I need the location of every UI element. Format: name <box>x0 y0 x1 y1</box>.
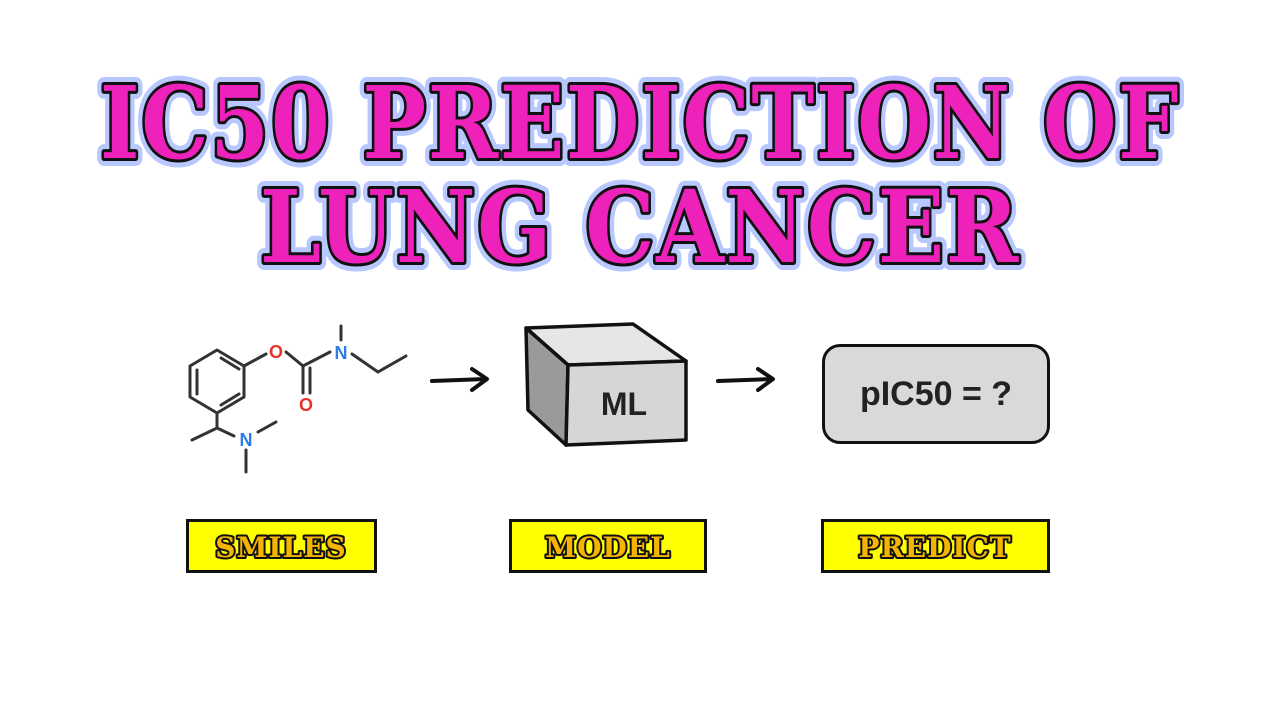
prediction-box: pIC50 = ? <box>822 344 1050 444</box>
label-predict: PREDICT PREDICT <box>821 519 1050 573</box>
arrow-icon-1 <box>430 367 489 392</box>
svg-text:LUNG CANCER: LUNG CANCER <box>260 168 1020 286</box>
svg-text:IC50 PREDICTION OF: IC50 PREDICTION OF <box>100 64 1180 182</box>
arrow-icon-2 <box>716 367 775 392</box>
ml-label: ML <box>601 386 647 422</box>
atom-oxygen-ester: O <box>269 342 283 362</box>
title-line-2-text: LUNG CANCER <box>260 168 1020 286</box>
bond-amine-methyl-1 <box>256 420 278 434</box>
bond-nitrogen-ethyl-1 <box>350 352 380 374</box>
label-model: MODEL MODEL <box>509 519 707 573</box>
molecule-structure <box>188 324 408 474</box>
bond-oxygen-carbon <box>284 350 305 368</box>
ml-model-cube <box>524 322 688 447</box>
label-predict-text: PREDICT <box>858 531 1011 564</box>
bond-carbon-nitrogen <box>301 350 332 368</box>
ring-double-bond-2 <box>219 356 241 371</box>
title: IC50 PREDICTION OF IC50 PREDICTION OF IC… <box>92 56 1186 294</box>
title-line-1: IC50 PREDICTION OF IC50 PREDICTION OF IC… <box>92 56 1186 190</box>
svg-text:PREDICT: PREDICT <box>858 531 1011 564</box>
title-line-1-text: IC50 PREDICTION OF <box>100 64 1180 182</box>
atom-nitrogen-carbamate: N <box>335 343 348 363</box>
ring-double-bond-3 <box>219 392 241 407</box>
label-smiles: SMILES SMILES <box>186 519 377 573</box>
svg-text:MODEL: MODEL <box>545 531 671 564</box>
label-smiles-text: SMILES <box>215 531 347 564</box>
prediction-text: pIC50 = ? <box>859 374 1013 413</box>
bond-ch-methyl <box>190 426 219 442</box>
bond-ring-oxygen <box>242 352 268 368</box>
svg-text:LUNG CANCER: LUNG CANCER <box>260 168 1020 286</box>
svg-text:SMILES: SMILES <box>215 531 347 564</box>
label-model-text: MODEL <box>545 531 671 564</box>
atom-oxygen-carbonyl: O <box>299 395 313 415</box>
bond-nitrogen-ethyl-2 <box>376 354 408 374</box>
title-line-2: LUNG CANCER LUNG CANCER LUNG CANCER <box>252 160 1026 294</box>
bond-ch-amine <box>215 426 236 438</box>
svg-text:IC50 PREDICTION OF: IC50 PREDICTION OF <box>100 64 1180 182</box>
atom-nitrogen-amine: N <box>240 430 253 450</box>
